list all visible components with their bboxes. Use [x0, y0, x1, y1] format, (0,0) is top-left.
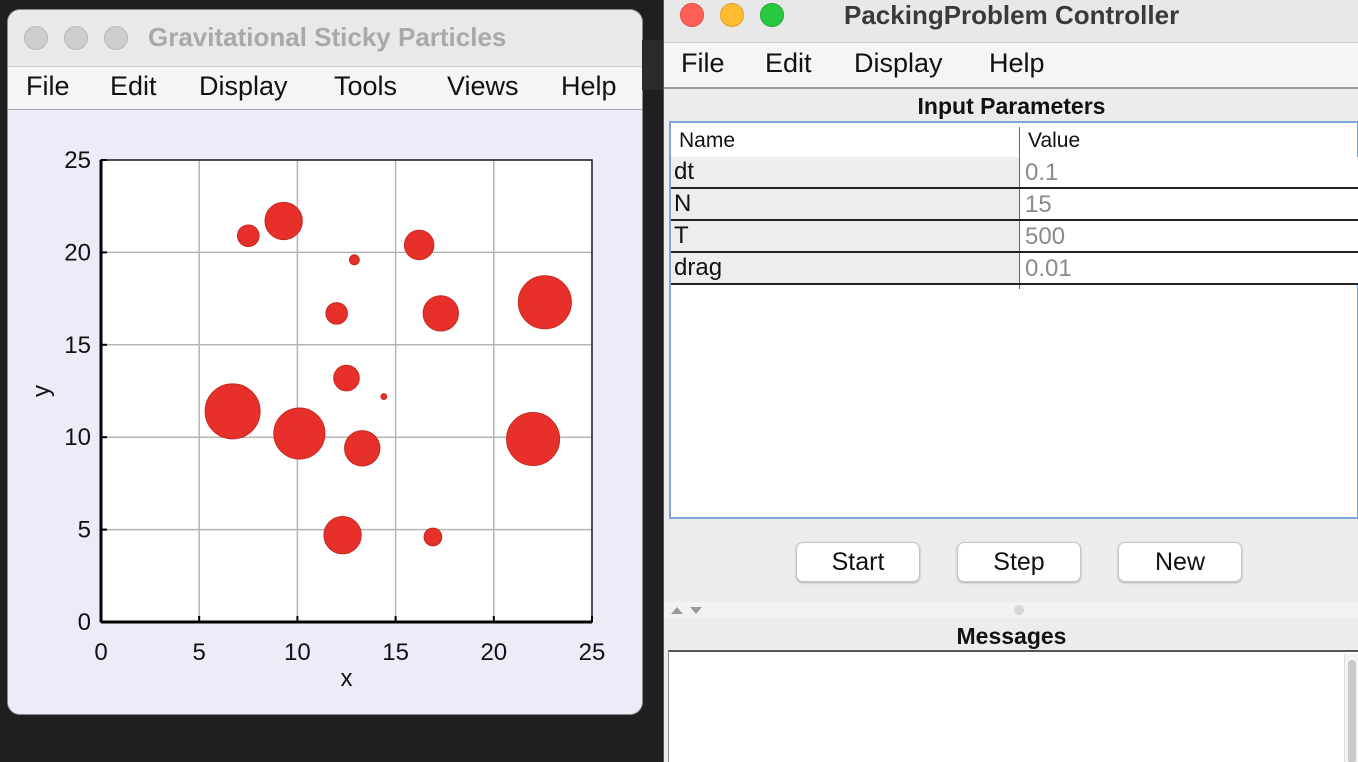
new-button[interactable]: New — [1118, 542, 1242, 582]
y-tick-label: 0 — [78, 609, 91, 636]
background-app-sliver — [642, 40, 663, 90]
x-tick-label: 5 — [193, 639, 206, 666]
column-divider[interactable] — [1019, 127, 1020, 289]
plot-panel[interactable]: 0 5 10 15 20 25 0 5 10 15 20 25 x y — [8, 110, 642, 714]
menu-file[interactable]: File — [26, 71, 70, 101]
column-header-value[interactable]: Value — [1028, 129, 1081, 152]
particle-marker — [264, 201, 303, 241]
particle-marker — [517, 275, 572, 330]
particle-marker — [333, 364, 360, 392]
particle-marker — [506, 412, 561, 467]
input-parameters-header: Input Parameters — [917, 93, 1106, 119]
particle-marker — [273, 407, 326, 460]
menu-tools[interactable]: Tools — [334, 71, 398, 101]
particle-marker — [236, 224, 260, 248]
particle-plot[interactable]: 0 5 10 15 20 25 0 5 10 15 20 25 x y — [8, 110, 642, 714]
right-titlebar[interactable]: PackingProblem Controller — [664, 0, 1358, 43]
param-value-field[interactable]: 0.1 — [1021, 157, 1358, 187]
close-window-icon[interactable] — [680, 3, 704, 27]
param-value-field[interactable]: 500 — [1021, 221, 1358, 251]
input-parameters-table[interactable]: Name Value dt 0.1 N 15 T 500 drag 0.01 — [669, 121, 1358, 519]
particle-marker — [403, 229, 435, 261]
y-tick-label: 5 — [78, 517, 91, 544]
param-name: dt — [671, 157, 1019, 187]
param-name: N — [671, 189, 1019, 219]
x-axis-label: x — [341, 665, 353, 692]
split-arrows-icon[interactable] — [668, 602, 708, 618]
window-title: Gravitational Sticky Particles — [148, 22, 507, 52]
particle-marker — [422, 295, 459, 332]
menu-edit[interactable]: Edit — [110, 71, 157, 101]
table-row[interactable]: dt 0.1 — [671, 157, 1358, 189]
right-menubar: File Edit Display Help — [664, 43, 1358, 89]
zoom-window-icon[interactable] — [760, 3, 784, 27]
table-row[interactable]: N 15 — [671, 189, 1358, 221]
split-grip-icon[interactable] — [1014, 605, 1024, 615]
particle-marker — [348, 254, 360, 266]
messages-header: Messages — [956, 623, 1067, 649]
menu-help[interactable]: Help — [989, 48, 1045, 78]
particles-window: Gravitational Sticky Particles File Edit… — [8, 10, 642, 714]
x-tick-label: 10 — [284, 639, 311, 666]
param-name: T — [671, 221, 1019, 251]
close-window-icon[interactable] — [24, 26, 48, 50]
particle-marker — [344, 430, 381, 467]
menu-display[interactable]: Display — [199, 71, 288, 101]
particle-marker — [323, 515, 362, 555]
particle-marker — [423, 527, 443, 547]
particle-marker — [325, 302, 348, 325]
x-tick-label: 0 — [94, 639, 107, 666]
menu-views[interactable]: Views — [447, 71, 519, 101]
param-name: drag — [671, 253, 1019, 283]
param-value-field[interactable]: 15 — [1021, 189, 1358, 219]
column-header-name[interactable]: Name — [679, 129, 736, 152]
controller-window: PackingProblem Controller File Edit Disp… — [663, 0, 1358, 762]
messages-area[interactable] — [668, 650, 1358, 762]
start-button[interactable]: Start — [796, 542, 920, 582]
menu-display[interactable]: Display — [854, 48, 943, 78]
param-value-field[interactable]: 0.01 — [1021, 253, 1358, 283]
minimize-window-icon[interactable] — [720, 3, 744, 27]
left-titlebar[interactable]: Gravitational Sticky Particles — [8, 10, 642, 67]
x-tick-label: 25 — [579, 639, 606, 666]
particle-marker — [380, 393, 388, 400]
y-tick-label: 15 — [64, 332, 91, 359]
step-button[interactable]: Step — [957, 542, 1081, 582]
scrollbar-thumb[interactable] — [1348, 660, 1356, 762]
window-title: PackingProblem Controller — [844, 0, 1180, 30]
menu-file[interactable]: File — [681, 48, 725, 78]
y-axis-label: y — [28, 385, 55, 397]
menu-help[interactable]: Help — [561, 71, 617, 101]
table-row[interactable]: T 500 — [671, 221, 1358, 253]
y-tick-label: 25 — [64, 147, 91, 174]
table-row[interactable]: drag 0.01 — [671, 253, 1358, 285]
minimize-window-icon[interactable] — [64, 26, 88, 50]
y-tick-label: 20 — [64, 239, 91, 266]
x-tick-label: 15 — [382, 639, 409, 666]
zoom-window-icon[interactable] — [104, 26, 128, 50]
left-menubar: File Edit Display Tools Views Help — [8, 67, 642, 110]
y-tick-label: 10 — [64, 424, 91, 451]
split-pane-divider[interactable] — [664, 602, 1358, 618]
x-tick-label: 20 — [480, 639, 507, 666]
particle-marker — [204, 383, 261, 440]
messages-scrollbar[interactable] — [1344, 654, 1358, 762]
menu-edit[interactable]: Edit — [765, 48, 812, 78]
